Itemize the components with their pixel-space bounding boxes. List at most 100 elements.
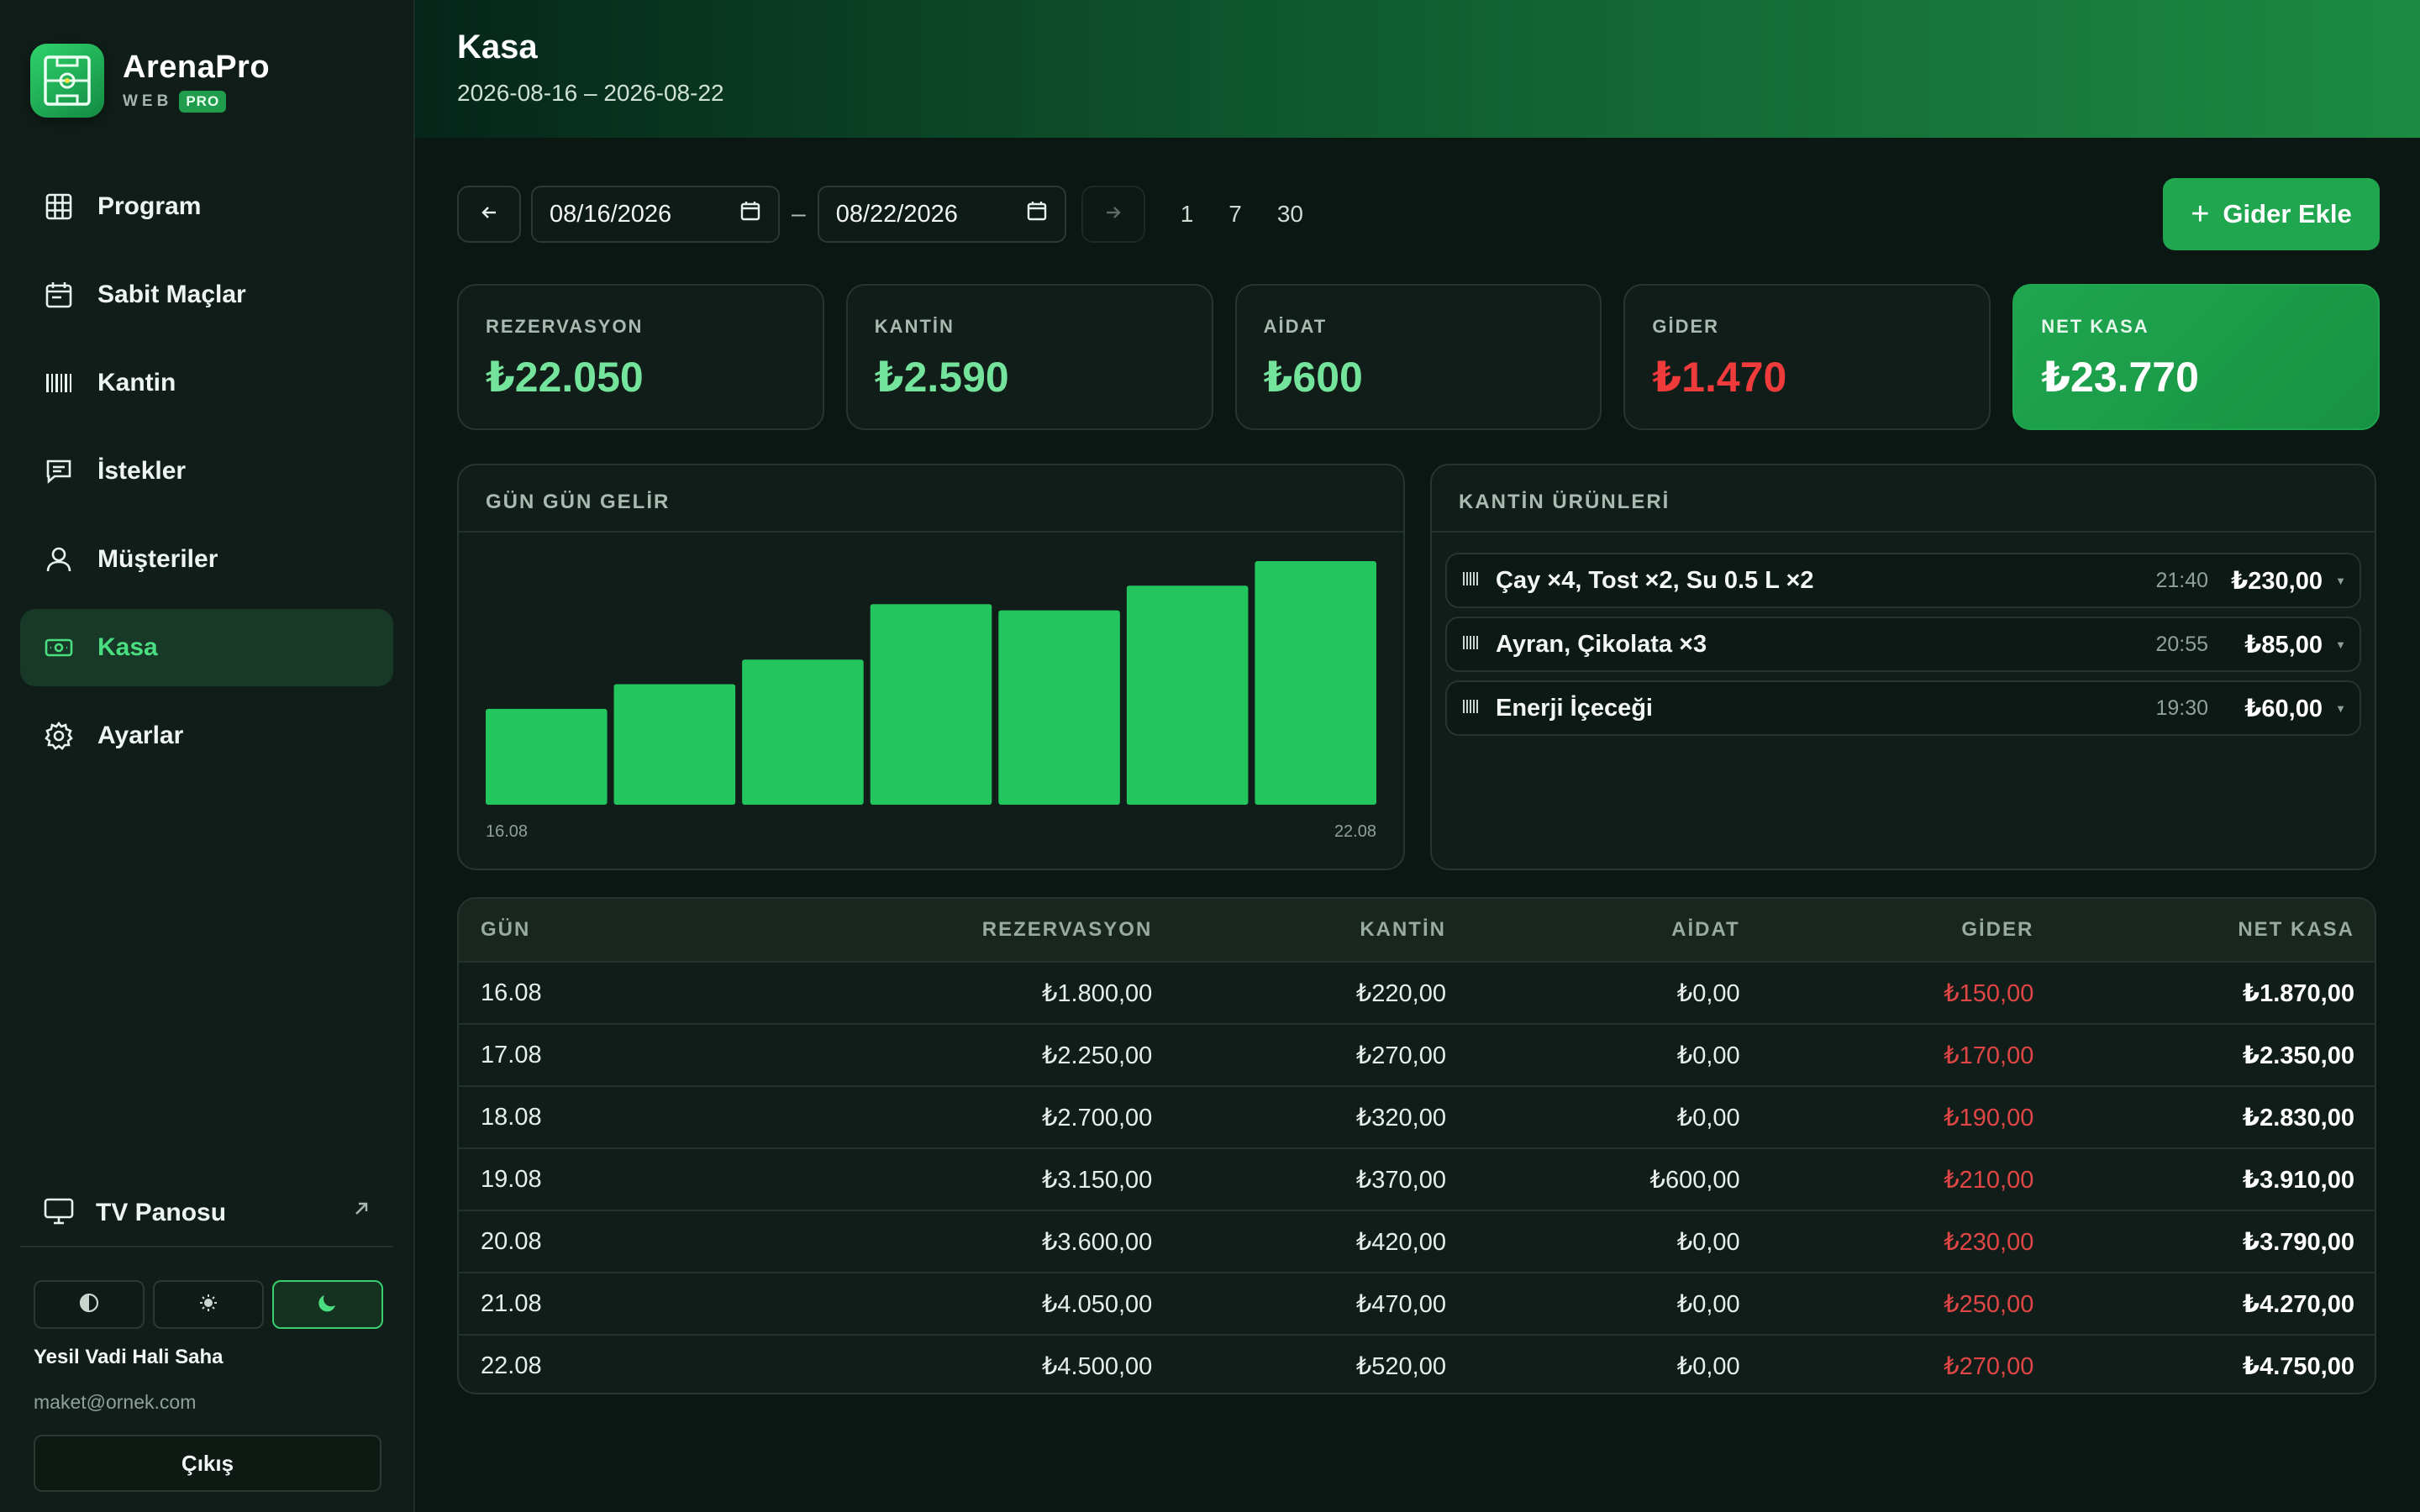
daily-cash-table: GÜN REZERVASYON KANTİN AİDAT GİDER NET K… <box>457 897 2376 1394</box>
sidebar-item-program[interactable]: Program <box>20 168 393 245</box>
sidebar-item-kantin[interactable]: Kantin <box>20 344 393 422</box>
stat-label: NET KASA <box>2041 316 2149 337</box>
table-cell: ₺4.750,00 <box>2242 1352 2354 1380</box>
column-header: KANTİN <box>1360 918 1446 941</box>
next-range-button[interactable] <box>1081 186 1145 243</box>
end-date-input[interactable]: 08/22/2026 <box>817 186 1066 243</box>
preset-30-days[interactable]: 30 <box>1276 201 1303 227</box>
barcode-icon <box>1462 698 1481 719</box>
sidebar-item-ayarlar[interactable]: Ayarlar <box>20 697 393 774</box>
page-header: Kasa 2026-08-16 – 2026-08-22 <box>415 0 2420 138</box>
calendar-picker-icon <box>739 200 761 228</box>
barcode-icon <box>1462 634 1481 655</box>
sidebar: ArenaPro WEB PRO Program Sabit Maçlar <box>0 0 415 1512</box>
table-cell: ₺2.350,00 <box>2242 1042 2354 1069</box>
sidebar-item-musteriler[interactable]: Müşteriler <box>20 521 393 598</box>
chart-bar-22.08[interactable] <box>1255 561 1376 805</box>
logout-button[interactable]: Çıkış <box>34 1435 381 1492</box>
stat-card-net-kasa: NET KASA ₺23.770 <box>2012 284 2380 430</box>
summary-stats: REZERVASYON ₺22.050 KANTİN ₺2.590 AİDAT … <box>457 284 2380 430</box>
table-cell: ₺520,00 <box>1355 1352 1446 1380</box>
chart-bar-21.08[interactable] <box>1126 585 1249 805</box>
table-cell: 21.08 <box>481 1289 542 1317</box>
table-cell: ₺250,00 <box>1944 1290 2034 1318</box>
table-cell: ₺220,00 <box>1355 979 1446 1007</box>
list-item[interactable]: Enerji İçeceği 19:30 ₺60,00 ▼ <box>1445 680 2361 736</box>
stat-value: ₺2.590 <box>874 354 1009 401</box>
stat-card-gider: GİDER ₺1.470 <box>1623 284 1991 430</box>
product-amount: ₺85,00 <box>2244 631 2323 659</box>
user-icon <box>44 544 74 575</box>
sidebar-item-kasa[interactable]: Kasa <box>20 609 393 686</box>
chart-bar-16.08[interactable] <box>486 708 608 805</box>
preset-7-days[interactable]: 7 <box>1228 201 1242 227</box>
stat-card-kantin: KANTİN ₺2.590 <box>845 284 1213 430</box>
arrow-left-icon <box>479 202 499 227</box>
column-header: NET KASA <box>2238 918 2354 941</box>
table-cell: ₺270,00 <box>1944 1352 2034 1380</box>
preset-1-day[interactable]: 1 <box>1180 201 1194 227</box>
stat-value: ₺1.470 <box>1652 354 1787 401</box>
chart-bar-17.08[interactable] <box>613 684 736 805</box>
contrast-icon <box>78 1292 100 1318</box>
table-row: 20.08 ₺3.600,00 ₺420,00 ₺0,00 ₺230,00 ₺3.790,… <box>459 1210 2375 1272</box>
product-amount: ₺60,00 <box>2244 695 2323 722</box>
pitch-logo-icon <box>30 44 104 118</box>
product-name: Çay ×4, Tost ×2, Su 0.5 L ×2 <box>1496 566 1814 594</box>
table-row: 21.08 ₺4.050,00 ₺470,00 ₺0,00 ₺250,00 ₺4.270,… <box>459 1272 2375 1334</box>
tv-panel-link[interactable]: TV Panosu <box>20 1180 393 1247</box>
chevron-down-icon[interactable]: ▼ <box>2335 701 2346 715</box>
chevron-down-icon[interactable]: ▼ <box>2335 574 2346 587</box>
brand[interactable]: ArenaPro WEB PRO <box>20 0 393 161</box>
add-expense-button[interactable]: + Gider Ekle <box>2163 178 2380 250</box>
table-cell: ₺210,00 <box>1944 1166 2034 1194</box>
user-email: maket@ornek.com <box>34 1391 197 1413</box>
product-name: Enerji İçeceği <box>1496 694 1653 722</box>
list-item[interactable]: Çay ×4, Tost ×2, Su 0.5 L ×2 21:40 ₺230,… <box>1445 553 2361 608</box>
table-cell: ₺230,00 <box>1944 1228 2034 1256</box>
table-cell: ₺150,00 <box>1944 979 2034 1007</box>
product-name: Ayran, Çikolata ×3 <box>1496 630 1707 658</box>
theme-light-button[interactable] <box>153 1280 264 1329</box>
table-cell: 18.08 <box>481 1103 542 1131</box>
page-date-range: 2026-08-16 – 2026-08-22 <box>457 80 724 106</box>
sidebar-item-label: Ayarlar <box>97 722 184 749</box>
chart-bar-20.08[interactable] <box>998 610 1120 805</box>
grid-icon <box>44 192 74 222</box>
prev-range-button[interactable] <box>457 186 521 243</box>
chevron-down-icon[interactable]: ▼ <box>2335 638 2346 651</box>
sun-icon <box>197 1292 219 1318</box>
sidebar-item-sabit-maclar[interactable]: Sabit Maçlar <box>20 256 393 333</box>
table-cell: 22.08 <box>481 1352 542 1379</box>
table-cell: 17.08 <box>481 1041 542 1068</box>
page-title: Kasa <box>457 29 538 66</box>
table-cell: ₺0,00 <box>1676 1042 1740 1069</box>
table-cell: ₺4.050,00 <box>1041 1290 1153 1318</box>
table-row: 22.08 ₺4.500,00 ₺520,00 ₺0,00 ₺270,00 ₺4.750,… <box>459 1334 2375 1393</box>
external-link-icon <box>353 1200 370 1221</box>
table-row: 19.08 ₺3.150,00 ₺370,00 ₺600,00 ₺210,00 ₺3.91… <box>459 1147 2375 1210</box>
table-cell: ₺1.800,00 <box>1041 979 1153 1007</box>
user-name: Yesil Vadi Hali Saha <box>34 1346 224 1368</box>
table-header-row: GÜN REZERVASYON KANTİN AİDAT GİDER NET K… <box>459 899 2375 961</box>
chart-bar-19.08[interactable] <box>870 604 992 805</box>
theme-auto-button[interactable] <box>34 1280 145 1329</box>
table-cell: ₺0,00 <box>1676 979 1740 1007</box>
start-date-input[interactable]: 08/16/2026 <box>531 186 780 243</box>
chart-bar-18.08[interactable] <box>742 659 864 805</box>
main-content: Kasa 2026-08-16 – 2026-08-22 08/16/2026 … <box>415 0 2420 1512</box>
sidebar-item-istekler[interactable]: İstekler <box>20 433 393 510</box>
stat-card-rezervasyon: REZERVASYON ₺22.050 <box>457 284 824 430</box>
start-date-value: 08/16/2026 <box>550 200 672 228</box>
table-row: 18.08 ₺2.700,00 ₺320,00 ₺0,00 ₺190,00 ₺2.830,… <box>459 1085 2375 1147</box>
gear-icon <box>44 721 74 751</box>
calendar-icon <box>44 280 74 310</box>
list-item[interactable]: Ayran, Çikolata ×3 20:55 ₺85,00 ▼ <box>1445 617 2361 672</box>
stat-label: AİDAT <box>1263 316 1328 337</box>
column-header: GİDER <box>1961 918 2034 941</box>
theme-dark-button[interactable] <box>272 1280 383 1329</box>
column-header: AİDAT <box>1671 918 1740 941</box>
sidebar-item-label: İstekler <box>97 457 187 485</box>
plus-icon: + <box>2191 196 2210 232</box>
